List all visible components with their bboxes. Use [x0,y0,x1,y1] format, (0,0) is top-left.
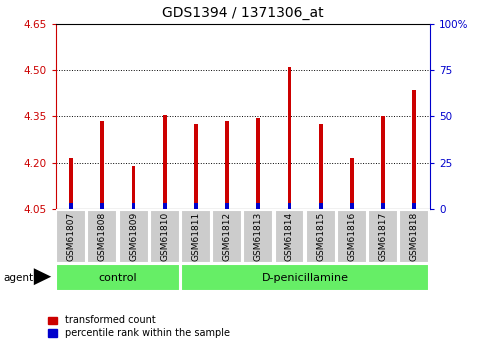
Bar [256,203,260,209]
FancyBboxPatch shape [274,210,304,263]
Bar [69,203,73,209]
Text: D-penicillamine: D-penicillamine [262,273,349,283]
Bar [225,203,229,209]
Text: GSM61809: GSM61809 [129,212,138,261]
Bar [132,166,135,209]
Text: agent: agent [4,273,34,283]
FancyBboxPatch shape [306,210,336,263]
Text: control: control [99,273,137,283]
Text: GSM61813: GSM61813 [254,212,263,261]
FancyBboxPatch shape [87,210,117,263]
Bar [194,124,198,209]
Bar [412,90,416,209]
FancyBboxPatch shape [243,210,273,263]
Text: GSM61816: GSM61816 [347,212,356,261]
Bar [319,203,323,209]
FancyBboxPatch shape [150,210,180,263]
Title: GDS1394 / 1371306_at: GDS1394 / 1371306_at [162,6,324,20]
Bar [412,203,416,209]
Bar [287,203,291,209]
Bar [381,117,385,209]
Bar [256,118,260,209]
Bar [100,203,104,209]
Text: GSM61807: GSM61807 [67,212,76,261]
Bar [287,67,291,209]
FancyBboxPatch shape [368,210,398,263]
Text: GSM61814: GSM61814 [285,212,294,261]
Text: GSM61808: GSM61808 [98,212,107,261]
FancyBboxPatch shape [337,210,367,263]
Bar [69,158,73,209]
Legend: transformed count, percentile rank within the sample: transformed count, percentile rank withi… [48,315,230,338]
Bar [350,158,354,209]
FancyBboxPatch shape [181,265,429,291]
FancyBboxPatch shape [118,210,148,263]
Text: GSM61810: GSM61810 [160,212,169,261]
Bar [163,115,167,209]
Text: GSM61815: GSM61815 [316,212,325,261]
FancyBboxPatch shape [56,210,86,263]
Bar [319,124,323,209]
FancyBboxPatch shape [399,210,429,263]
FancyBboxPatch shape [212,210,242,263]
Bar [381,203,385,209]
Bar [350,203,354,209]
FancyBboxPatch shape [181,210,211,263]
Polygon shape [34,268,51,285]
Text: GSM61812: GSM61812 [223,212,232,261]
Bar [163,203,167,209]
Bar [132,203,135,209]
Text: GSM61818: GSM61818 [410,212,419,261]
Text: GSM61811: GSM61811 [191,212,200,261]
Bar [225,121,229,209]
Bar [194,203,198,209]
FancyBboxPatch shape [56,265,180,291]
Bar [100,121,104,209]
Text: GSM61817: GSM61817 [379,212,387,261]
